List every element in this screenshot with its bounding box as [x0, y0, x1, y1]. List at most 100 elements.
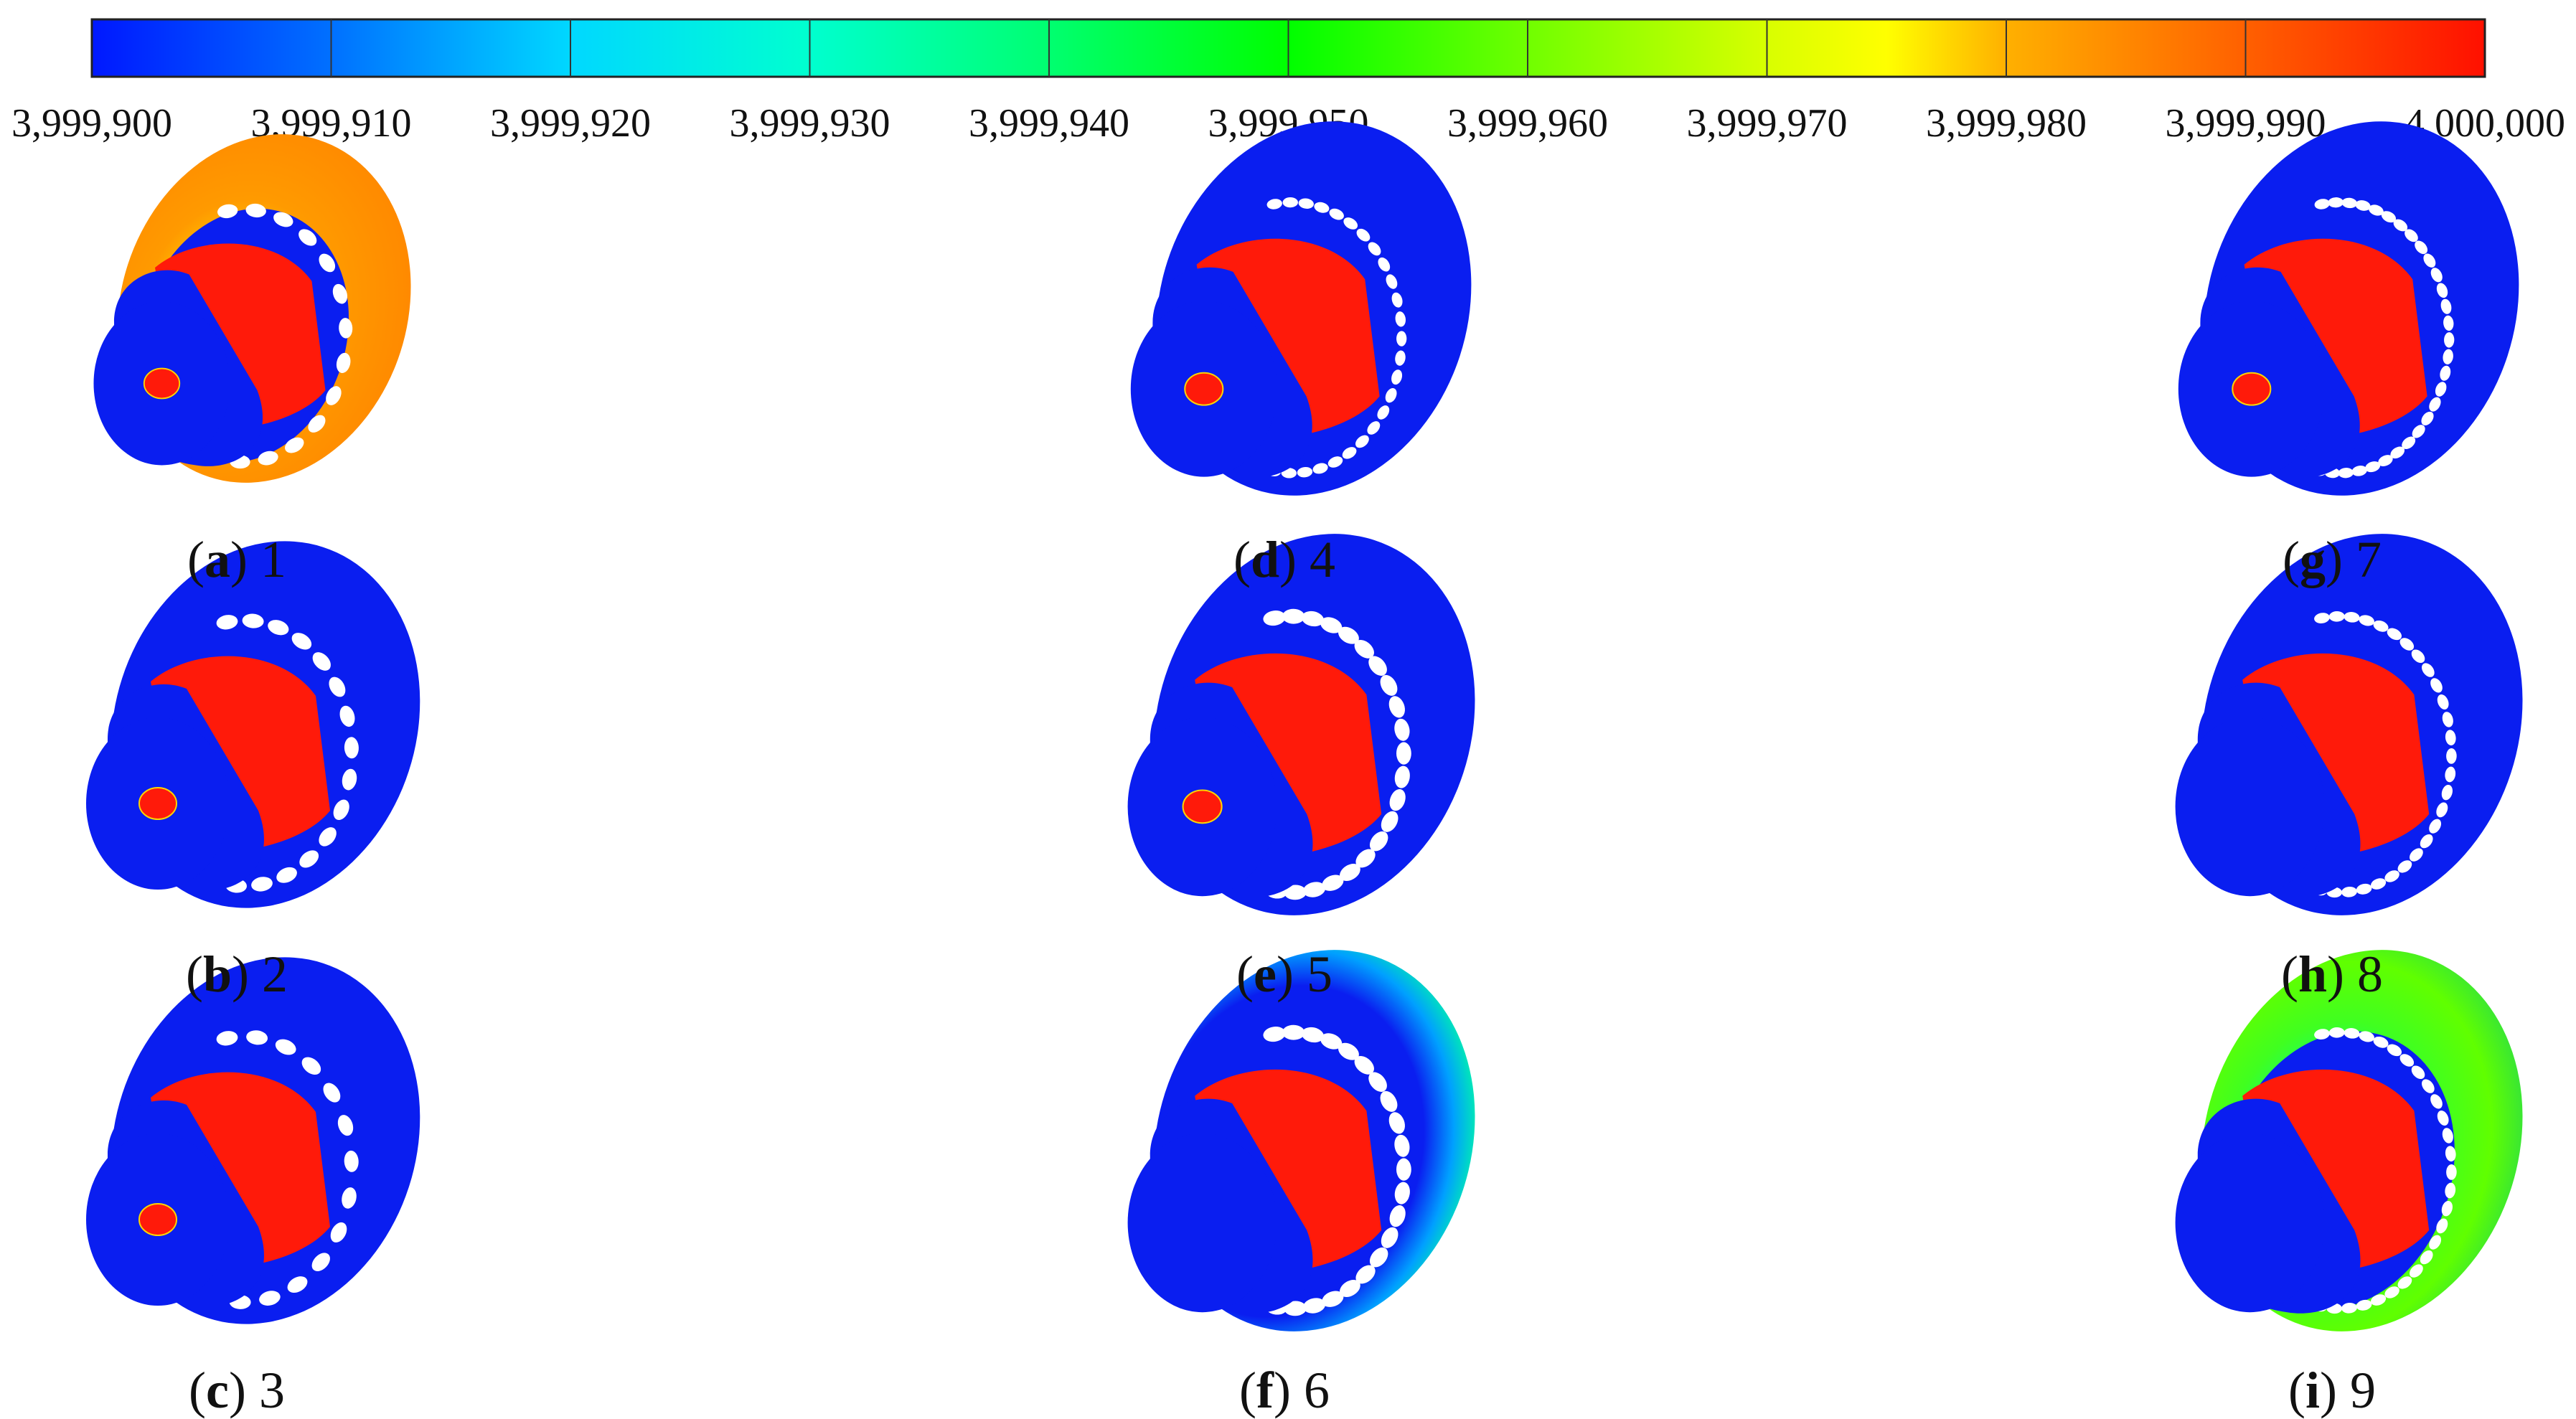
hole [2355, 200, 2371, 211]
panel-letter: b [202, 946, 232, 1003]
hole [2446, 748, 2457, 764]
hole [2397, 1276, 2412, 1289]
hole [275, 1039, 296, 1055]
hole [1355, 435, 1369, 448]
hole [311, 1253, 330, 1272]
hole [308, 415, 326, 433]
hole [2445, 1182, 2456, 1199]
hole [245, 203, 266, 218]
bore-spot [138, 787, 177, 820]
hole [2384, 870, 2399, 882]
hole [330, 1222, 347, 1243]
hole [2441, 784, 2453, 801]
hole [2440, 365, 2451, 381]
bore-spot [138, 1203, 177, 1236]
hole [323, 1083, 341, 1103]
hole [217, 204, 238, 219]
hole [2344, 1028, 2360, 1039]
hole [273, 212, 293, 227]
panel-letter: c [206, 1362, 229, 1419]
panel-number: 4 [1310, 531, 1335, 588]
hole [2410, 848, 2423, 862]
hole-ring [200, 613, 359, 893]
panel-a [93, 134, 411, 483]
colorbar-dividers [330, 19, 2247, 77]
hole [2328, 611, 2345, 622]
hole [1338, 1042, 1359, 1060]
hole [2399, 638, 2415, 651]
hole [2445, 766, 2456, 783]
colorbar-tick-label: 3,999,920 [490, 101, 651, 146]
hole [2405, 229, 2418, 242]
hole [2397, 860, 2412, 873]
panel-caption-a: (a) 1 [187, 531, 286, 588]
hole [2429, 397, 2441, 412]
colorbar-tick-label: 3,999,930 [729, 101, 890, 146]
panel-b [86, 541, 420, 908]
hole [299, 229, 317, 246]
colorbar-tick-label: 3,999,980 [1926, 101, 2087, 146]
hole [1396, 331, 1407, 346]
panel-letter: a [205, 531, 230, 588]
panel-g [2178, 121, 2519, 496]
hole [291, 633, 312, 650]
bore-spot [143, 367, 181, 400]
hole [1298, 198, 1314, 209]
hole [287, 1276, 308, 1293]
hole [1381, 811, 1399, 832]
hole [1386, 274, 1398, 289]
bore-spot [2232, 372, 2272, 406]
panel-c [86, 957, 420, 1324]
hole [1284, 885, 1307, 900]
hole [1391, 369, 1403, 385]
hole [1380, 674, 1398, 696]
shaft-end [2175, 717, 2325, 897]
hole [2445, 1146, 2456, 1162]
hole [329, 676, 346, 697]
hole [2328, 197, 2344, 208]
hole [2437, 694, 2449, 710]
hole [2443, 315, 2454, 331]
hole [2420, 834, 2433, 849]
panel-caption-h: (h) 8 [2280, 946, 2383, 1003]
hole [2436, 1218, 2448, 1234]
hole [1314, 202, 1330, 213]
hole [2393, 219, 2408, 232]
hole [1396, 742, 1411, 765]
hole [1396, 1158, 1411, 1181]
hole [1368, 242, 1381, 256]
hole [2356, 1299, 2372, 1311]
hole [339, 705, 355, 727]
hole [2402, 436, 2416, 450]
panel-number: 8 [2357, 946, 2383, 1003]
hole [2430, 1094, 2443, 1109]
hole [2429, 819, 2442, 834]
hole [1338, 626, 1359, 644]
hole [2430, 678, 2443, 693]
hole [337, 1115, 354, 1136]
hole [1356, 228, 1371, 242]
hole [2440, 298, 2452, 314]
hole [2314, 199, 2330, 209]
hole [1343, 217, 1358, 230]
hole [1355, 1265, 1376, 1284]
hole [1263, 610, 1286, 626]
hole [2443, 349, 2453, 364]
hole [2412, 425, 2425, 438]
hole [1327, 456, 1343, 468]
hole [1282, 608, 1305, 624]
hole [1395, 311, 1406, 327]
hole [1395, 350, 1406, 366]
hole [1381, 1227, 1399, 1248]
panel-number: 5 [1306, 946, 1332, 1003]
hole [1378, 257, 1391, 272]
hole [2399, 1054, 2415, 1067]
panel-caption-g: (g) 7 [2283, 531, 2382, 588]
hole [2356, 883, 2372, 895]
panel-caption-c: (c) 3 [189, 1362, 285, 1419]
hole [2314, 613, 2330, 623]
panel-caption-b: (b) 2 [185, 946, 288, 1003]
hole [1388, 1112, 1405, 1134]
hole [1322, 1291, 1344, 1307]
hole [342, 1187, 357, 1209]
